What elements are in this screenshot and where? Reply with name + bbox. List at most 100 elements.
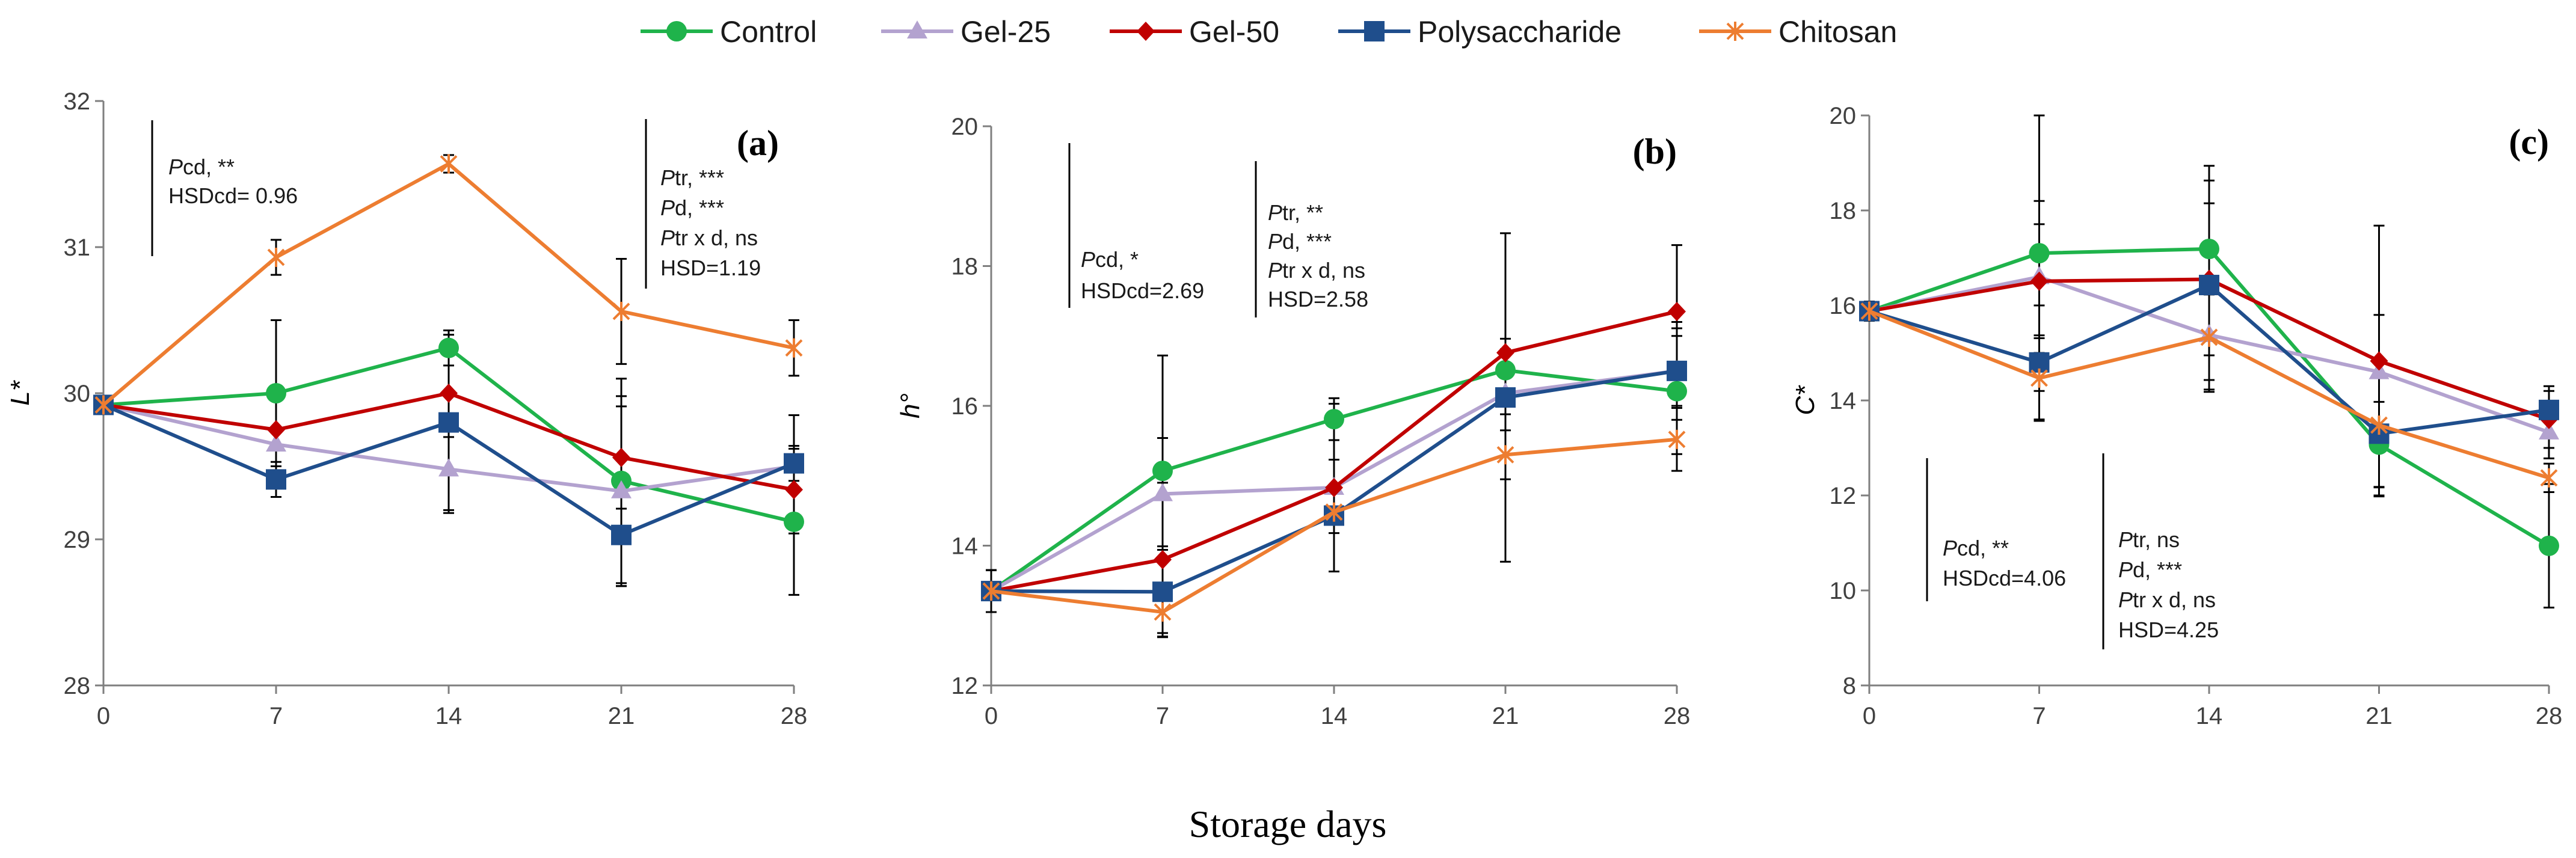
x-axis-title: Storage days	[1189, 803, 1387, 845]
data-point	[1154, 550, 1172, 569]
stat-annotation: Ptr, ns Pd, *** Ptr x d, ns HSD=4.25	[2102, 453, 2219, 649]
legend: Control Gel-25 Gel-50 Polysaccharide Chitosa…	[641, 15, 1897, 49]
x-tick-label: 7	[1156, 703, 1169, 729]
x-tick-label: 28	[2536, 703, 2563, 729]
data-point	[1325, 502, 1343, 522]
legend-item-polysaccharide: Polysaccharide	[1338, 15, 1622, 49]
data-point	[2370, 351, 2388, 371]
data-point	[2539, 399, 2559, 420]
data-point	[438, 412, 459, 433]
panel-tag: (a)	[737, 123, 779, 163]
data-point	[784, 453, 804, 474]
y-tick-label: 18	[951, 254, 979, 280]
data-point	[1152, 483, 1173, 501]
y-tick-label: 10	[1830, 578, 1857, 604]
stat-annotation: Pcd, ** HSDcd=4.06	[1926, 458, 2066, 601]
series-chitosan	[94, 154, 803, 415]
data-point	[982, 581, 1000, 601]
y-tick-label: 29	[64, 527, 91, 553]
chart-panel-c: 8 10 12 14 16 18 20 0 7 14 21 28 C* (c) Pcd, ** HSDcd=4…	[1791, 103, 2562, 729]
series-chitosan	[982, 429, 1686, 622]
x-tick-label: 28	[781, 703, 808, 729]
annotation-text: Pd, ***	[1268, 229, 1332, 254]
legend-marker	[907, 20, 927, 38]
annotation-text: Ptr x d, ns	[660, 225, 758, 250]
legend-item-chitosan: Chitosan	[1699, 15, 1897, 49]
chart-panels: 28 29 30 31 32 0 7 14 21 28 L* (a) Pcd, ** HSDcd= 0.9…	[5, 88, 2562, 729]
annotation-text: HSDcd= 0.96	[168, 183, 298, 208]
data-point	[438, 458, 459, 477]
x-tick-label: 0	[97, 703, 110, 729]
y-tick-label: 16	[1830, 293, 1857, 319]
stat-annotation: Ptr, *** Pd, *** Ptr x d, ns HSD=1.19	[645, 119, 761, 289]
legend-label: Chitosan	[1778, 15, 1897, 49]
stat-annotation: Pcd, * HSDcd=2.69	[1068, 143, 1204, 308]
annotation-text: HSDcd=2.69	[1081, 278, 1204, 303]
x-tick-label: 14	[2196, 703, 2223, 729]
data-point	[266, 469, 286, 490]
stat-annotation: Pcd, ** HSDcd= 0.96	[151, 120, 298, 256]
data-point	[1667, 360, 1687, 381]
data-point	[611, 524, 632, 545]
annotation-text: Pcd, **	[168, 155, 235, 179]
data-point	[2030, 271, 2049, 291]
legend-item-gel-25: Gel-25	[881, 15, 1051, 49]
data-point	[611, 480, 632, 498]
x-tick-label: 0	[1863, 703, 1876, 729]
annotation-text: Ptr x d, ns	[1268, 258, 1365, 283]
data-point	[1152, 461, 1173, 482]
legend-marker	[1137, 22, 1155, 41]
annotation-text: HSD=4.25	[2118, 617, 2219, 642]
series-chitosan	[1860, 301, 2558, 488]
data-point	[1154, 602, 1172, 622]
data-point	[1496, 343, 1514, 363]
legend-marker	[1726, 22, 1744, 41]
annotation-text: HSD=2.58	[1268, 287, 1368, 311]
legend-marker	[1364, 21, 1385, 41]
data-point	[2199, 275, 2219, 296]
y-tick-label: 12	[951, 673, 979, 699]
y-tick-label: 14	[951, 533, 979, 560]
data-point	[1324, 409, 1344, 430]
annotation-text: Pcd, **	[1943, 536, 2009, 560]
y-tick-label: 32	[64, 88, 91, 115]
data-point	[1668, 429, 1686, 449]
annotation-text: HSDcd=4.06	[1943, 566, 2066, 590]
y-axis-title: L*	[5, 379, 35, 405]
chart-panel-a: 28 29 30 31 32 0 7 14 21 28 L* (a) Pcd, ** HSDcd= 0.9…	[5, 88, 807, 729]
y-tick-label: 20	[951, 114, 979, 140]
data-point	[267, 420, 285, 440]
annotation-text: Ptr, **	[1268, 200, 1323, 225]
data-point	[266, 383, 286, 403]
data-point	[1496, 445, 1514, 465]
annotation-text: HSD=1.19	[660, 256, 761, 280]
x-tick-label: 7	[2032, 703, 2046, 729]
data-point	[785, 338, 803, 358]
x-tick-label: 21	[1492, 703, 1519, 729]
data-point	[2029, 243, 2050, 264]
data-point	[2370, 415, 2388, 435]
data-point	[784, 511, 804, 532]
y-axis-title: h°	[896, 393, 925, 418]
annotation-text: Ptr, ns	[2118, 527, 2180, 552]
data-point	[1860, 301, 1878, 321]
data-point	[2539, 535, 2559, 556]
data-point	[440, 384, 458, 403]
panel-tag: (b)	[1633, 132, 1677, 171]
data-point	[1667, 381, 1687, 402]
data-point	[2030, 368, 2048, 388]
legend-label: Control	[720, 15, 817, 49]
data-point	[2199, 238, 2219, 259]
annotation-text: Pd, ***	[660, 195, 724, 220]
data-point	[1495, 387, 1516, 408]
x-tick-label: 21	[608, 703, 635, 729]
data-point	[1152, 581, 1173, 602]
data-point	[2539, 421, 2559, 440]
y-tick-label: 31	[64, 234, 91, 261]
x-tick-label: 28	[1664, 703, 1691, 729]
y-tick-label: 14	[1830, 388, 1857, 414]
x-tick-label: 14	[1321, 703, 1348, 729]
data-point	[267, 248, 285, 268]
legend-label: Gel-50	[1189, 15, 1279, 49]
